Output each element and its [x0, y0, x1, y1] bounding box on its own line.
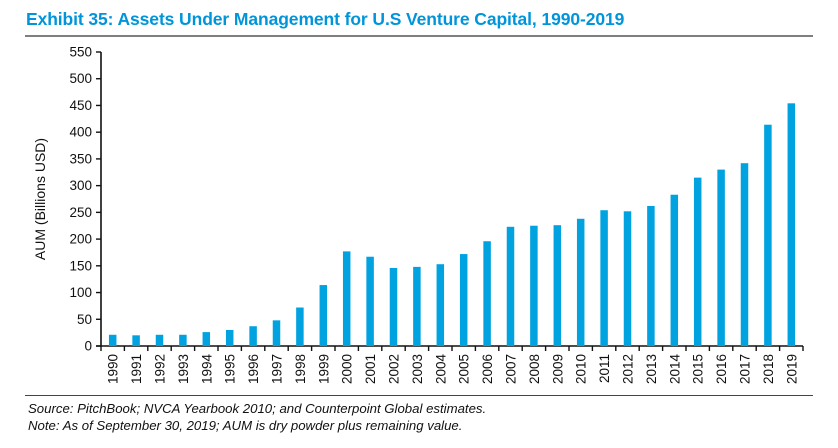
bar-1991: [132, 335, 140, 346]
y-tick-label: 100: [69, 285, 92, 300]
y-tick-label: 500: [69, 71, 92, 86]
y-axis-title: AUM (Billions USD): [32, 138, 48, 260]
bar-2005: [459, 254, 468, 346]
x-tick-label: 2012: [621, 354, 636, 384]
x-tick-label: 2010: [574, 354, 589, 384]
bar-2007: [506, 226, 515, 346]
bar-2008: [530, 225, 538, 346]
x-tick-label: 1997: [270, 354, 285, 384]
x-axis: 1990 1991 1992 1993 1994 1995 1996 1997 1998 1999…: [96, 345, 804, 385]
footer-divider: [25, 395, 813, 396]
bar-2003: [413, 266, 421, 346]
x-tick-label: 1999: [316, 354, 331, 384]
x-tick-label: 2005: [457, 354, 472, 384]
y-tick-label: 300: [69, 178, 92, 193]
x-tick-label: 2007: [504, 354, 519, 384]
x-tick-label: 1998: [293, 354, 308, 384]
x-tick-label: 1993: [176, 354, 191, 384]
bar-1994: [202, 332, 211, 346]
bar-2017: [740, 163, 749, 346]
y-tick-label: 200: [69, 232, 92, 247]
bar-2018: [764, 124, 772, 346]
bars: [108, 103, 796, 346]
y-tick-label: 150: [69, 258, 92, 273]
bar-2009: [553, 225, 562, 346]
y-tick-label: 250: [69, 205, 92, 220]
bar-2015: [693, 177, 702, 346]
bar-1999: [319, 285, 328, 346]
x-tick-label: 2013: [644, 354, 659, 384]
x-tick-label: 1995: [223, 354, 238, 384]
bar-2011: [600, 210, 608, 346]
y-tick-label: 450: [69, 98, 92, 113]
bar-2000: [342, 251, 351, 346]
bar-1990: [108, 334, 117, 346]
x-tick-label: 2001: [363, 354, 378, 384]
bar-2016: [717, 169, 725, 346]
bar-2019: [787, 103, 796, 346]
y-axis: 0 50 100 150 200 250 300 350 400 450 500 550: [69, 45, 102, 354]
x-tick-label: 1990: [106, 354, 121, 384]
x-tick-label: 2018: [761, 354, 776, 384]
bar-2004: [436, 264, 445, 346]
title-divider: [25, 35, 813, 37]
y-tick-label: 0: [84, 339, 92, 354]
x-tick-label: 2016: [714, 354, 729, 384]
bar-1997: [272, 320, 281, 346]
x-tick-label: 2006: [480, 354, 495, 384]
x-tick-label: 1992: [153, 354, 168, 384]
x-tick-label: 2004: [433, 354, 448, 385]
bar-1998: [296, 307, 304, 346]
x-tick-label: 2000: [340, 354, 355, 384]
x-tick-label: 2003: [410, 354, 425, 384]
bar-1996: [249, 326, 257, 346]
bar-2002: [389, 267, 398, 346]
bar-1993: [179, 334, 187, 346]
x-tick-label: 2009: [550, 354, 565, 384]
bar-2014: [670, 194, 679, 346]
bar-1992: [155, 334, 164, 346]
bar-1995: [225, 329, 234, 346]
y-tick-label: 50: [77, 312, 92, 327]
x-tick-label: 2002: [387, 354, 402, 384]
bar-2010: [576, 218, 585, 346]
x-tick-label: 1996: [246, 354, 261, 384]
source-note: Source: PitchBook; NVCA Yearbook 2010; a…: [28, 401, 487, 416]
chart-title: Exhibit 35: Assets Under Management for …: [26, 9, 625, 29]
bar-2001: [366, 256, 374, 346]
y-tick-label: 400: [69, 125, 92, 140]
x-tick-label: 2014: [667, 354, 682, 385]
x-tick-label: 2008: [527, 354, 542, 384]
y-tick-label: 350: [69, 151, 92, 166]
note-text: Note: As of September 30, 2019; AUM is d…: [28, 418, 463, 433]
x-tick-label: 1994: [199, 354, 214, 385]
bar-2012: [623, 211, 632, 346]
x-tick-label: 2017: [738, 354, 753, 384]
y-tick-label: 550: [69, 45, 92, 60]
x-tick-label: 2015: [691, 354, 706, 384]
x-tick-label: 2019: [784, 354, 799, 384]
bar-2006: [483, 241, 491, 346]
footnotes: Source: PitchBook; NVCA Yearbook 2010; a…: [28, 400, 486, 434]
bar-2013: [647, 205, 655, 346]
x-tick-label: 2011: [597, 354, 612, 383]
x-tick-label: 1991: [129, 354, 144, 384]
